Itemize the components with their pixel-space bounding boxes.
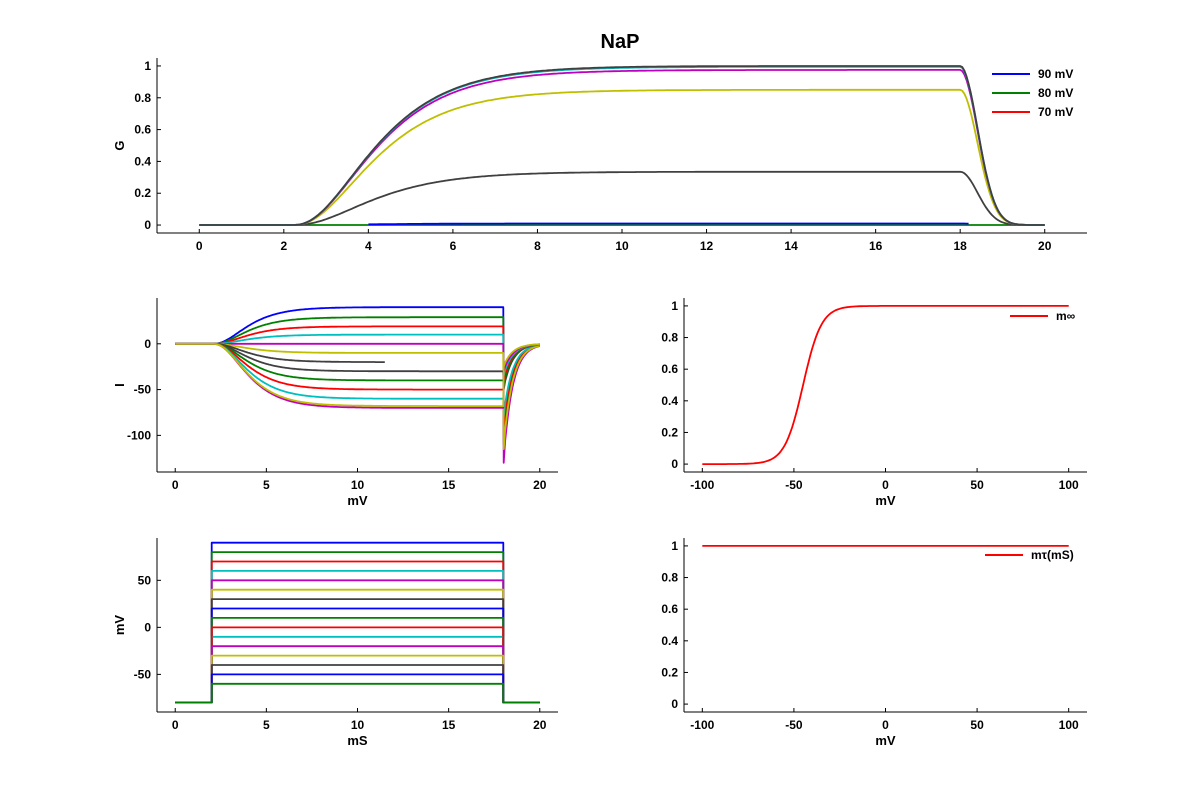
legend-label: m∞ (1056, 309, 1075, 323)
x-tick-label: 6 (450, 239, 457, 253)
y-tick-label: 0 (144, 620, 151, 634)
y-tick-label: 0.4 (661, 634, 678, 648)
conductance-trace (199, 65, 1045, 226)
current-trace (175, 342, 540, 400)
x-tick-label: 0 (882, 718, 889, 732)
y-tick-label: -100 (127, 428, 151, 442)
x-tick-label: 50 (970, 718, 984, 732)
x-tick-label: 16 (869, 239, 883, 253)
x-tick-label: 8 (534, 239, 541, 253)
legend-label: 70 mV (1038, 105, 1073, 119)
current-trace (175, 342, 540, 391)
x-tick-label: 4 (365, 239, 372, 253)
y-tick-label: 0.8 (134, 91, 151, 105)
x-tick-label: 10 (615, 239, 629, 253)
current-trace (175, 342, 540, 408)
current-trace (175, 342, 540, 451)
x-tick-label: 50 (970, 478, 984, 492)
current-trace (175, 342, 540, 464)
x-tick-label: 5 (263, 718, 270, 732)
conductance-trace (368, 222, 969, 226)
y-tick-label: 1 (144, 59, 151, 73)
y-tick-label: 0 (671, 697, 678, 711)
y-tick-label: 0.6 (661, 602, 678, 616)
legend-label: 80 mV (1038, 86, 1073, 100)
x-tick-label: 15 (442, 718, 456, 732)
x-axis-label: mV (875, 493, 896, 508)
voltage-panel: 0 5 10 15 20 -50 0 50 mS mV (112, 538, 558, 748)
x-tick-label: 0 (172, 478, 179, 492)
y-axis-label: mV (112, 615, 127, 636)
x-tick-label: 12 (700, 239, 714, 253)
x-tick-label: 5 (263, 478, 270, 492)
m-inf-panel: -100 -50 0 50 100 0 0.2 0.4 0.6 0.8 1 mV m∞ (661, 298, 1087, 508)
y-tick-label: 0.4 (661, 394, 678, 408)
current-trace (175, 316, 540, 437)
y-tick-label: 0 (671, 457, 678, 471)
x-tick-label: 14 (784, 239, 798, 253)
legend-label: 90 mV (1038, 67, 1073, 81)
x-tick-label: 15 (442, 478, 456, 492)
x-tick-label: 10 (351, 718, 365, 732)
x-tick-label: 100 (1059, 478, 1079, 492)
current-trace (175, 306, 540, 446)
x-tick-label: 2 (280, 239, 287, 253)
y-tick-label: 0.2 (661, 665, 678, 679)
current-trace (175, 342, 540, 391)
y-tick-label: 50 (138, 573, 152, 587)
y-tick-label: 1 (671, 299, 678, 313)
y-tick-label: 0.6 (134, 123, 151, 137)
y-tick-label: -50 (134, 667, 152, 681)
current-trace (175, 333, 540, 419)
y-tick-label: 0.6 (661, 362, 678, 376)
current-trace (175, 325, 540, 428)
x-tick-label: 0 (172, 718, 179, 732)
y-axis-label: G (112, 140, 127, 150)
y-tick-label: 0 (144, 218, 151, 232)
x-tick-label: 100 (1059, 718, 1079, 732)
x-tick-label: 10 (351, 478, 365, 492)
m-tau-panel: -100 -50 0 50 100 0 0.2 0.4 0.6 0.8 1 mV mτ(mS) (661, 538, 1087, 748)
current-panel: 0 5 10 15 20 -100 -50 0 mV I (112, 298, 558, 508)
conductance-trace (199, 170, 1045, 226)
x-tick-label: -100 (690, 478, 714, 492)
voltage-trace (175, 682, 540, 704)
figure-title: NaP (601, 31, 640, 53)
y-axis-label: I (112, 383, 127, 387)
x-tick-label: 20 (1038, 239, 1052, 253)
x-axis-label: mS (347, 733, 368, 748)
x-tick-label: 20 (533, 718, 547, 732)
y-tick-label: 0 (144, 337, 151, 351)
y-tick-label: 0.2 (661, 425, 678, 439)
current-trace (175, 342, 540, 386)
x-axis-label: mV (347, 493, 368, 508)
y-tick-label: 0.8 (661, 571, 678, 585)
x-tick-label: -50 (785, 718, 803, 732)
x-tick-label: 20 (533, 478, 547, 492)
x-axis-label: mV (875, 733, 896, 748)
x-tick-label: 0 (882, 478, 889, 492)
conductance-panel: 0 2 4 6 8 10 12 14 16 18 20 0 0.2 0.4 0.6 0.8 1 G 90 mV 80 … (112, 58, 1087, 253)
y-tick-label: 1 (671, 539, 678, 553)
y-tick-label: 0.2 (134, 186, 151, 200)
x-tick-label: 0 (196, 239, 203, 253)
x-tick-label: -50 (785, 478, 803, 492)
x-tick-label: -100 (690, 718, 714, 732)
conductance-trace (199, 88, 1045, 226)
y-tick-label: -50 (134, 383, 152, 397)
legend-label: mτ(mS) (1031, 548, 1074, 562)
y-tick-label: 0.4 (134, 154, 151, 168)
x-tick-label: 18 (954, 239, 968, 253)
m-inf-curve (702, 304, 1069, 466)
y-tick-label: 0.8 (661, 331, 678, 345)
